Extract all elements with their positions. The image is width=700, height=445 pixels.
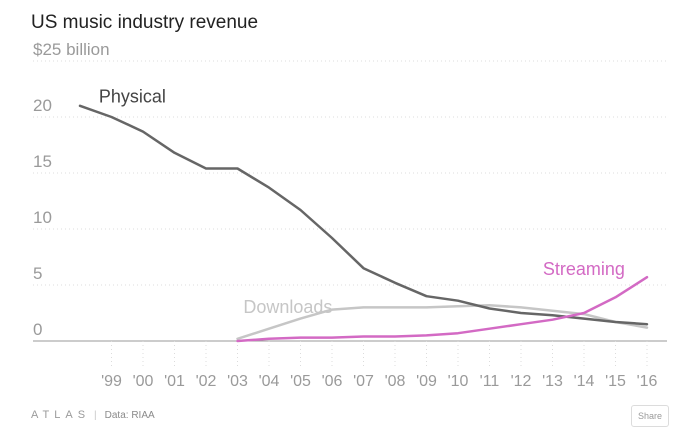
data-source: Data: RIAA xyxy=(104,409,155,421)
grid-lines xyxy=(33,60,667,342)
y-tick-label: 15 xyxy=(33,152,52,171)
y-axis-ticks: 0 5 10 15 20 $25 billion xyxy=(33,40,110,339)
x-axis-ticks: '99 '00 '01 '02 '03 '04 '05 '06 '07 '08 '09 '10 '11 '… xyxy=(101,341,658,390)
series-line-physical xyxy=(78,104,649,326)
x-tick-label: '04 xyxy=(259,373,280,390)
x-tick-label: '15 xyxy=(605,373,626,390)
x-tick-label: '13 xyxy=(542,373,563,390)
y-tick-label: 5 xyxy=(33,264,42,283)
x-tick-label: '09 xyxy=(416,373,437,390)
x-tick-label: '10 xyxy=(448,373,469,390)
x-tick-label: '05 xyxy=(290,373,311,390)
series-labels: Physical Downloads Streaming xyxy=(99,86,625,317)
y-tick-label: 10 xyxy=(33,208,52,227)
y-tick-label: 0 xyxy=(33,320,42,339)
share-button[interactable]: Share xyxy=(631,405,669,427)
x-tick-label: '06 xyxy=(322,373,343,390)
series-label-streaming: Streaming xyxy=(543,259,625,279)
y-tick-label: 20 xyxy=(33,96,52,115)
x-tick-label: '01 xyxy=(164,373,185,390)
x-tick-label: '11 xyxy=(480,373,500,390)
footer: ATLAS | Data: RIAA xyxy=(31,409,155,421)
x-tick-label: '02 xyxy=(196,373,217,390)
series-label-downloads: Downloads xyxy=(243,297,332,317)
x-tick-label: '16 xyxy=(637,373,658,390)
x-tick-label: '08 xyxy=(385,373,406,390)
footer-divider: | xyxy=(94,409,97,421)
y-tick-label: $25 billion xyxy=(33,40,110,59)
x-tick-label: '00 xyxy=(133,373,154,390)
x-tick-label: '99 xyxy=(101,373,122,390)
series-lines xyxy=(78,104,649,343)
line-chart: 0 5 10 15 20 $25 billion '99 '00 '01 '02 '03 '04 '0… xyxy=(33,40,667,390)
x-tick-label: '07 xyxy=(353,373,374,390)
x-tick-label: '12 xyxy=(511,373,532,390)
x-tick-label: '14 xyxy=(574,373,595,390)
chart-title: US music industry revenue xyxy=(31,12,259,33)
series-label-physical: Physical xyxy=(99,86,166,106)
series-line-streaming xyxy=(236,275,649,343)
atlas-logo[interactable]: ATLAS xyxy=(31,409,91,421)
x-tick-label: '03 xyxy=(227,373,248,390)
